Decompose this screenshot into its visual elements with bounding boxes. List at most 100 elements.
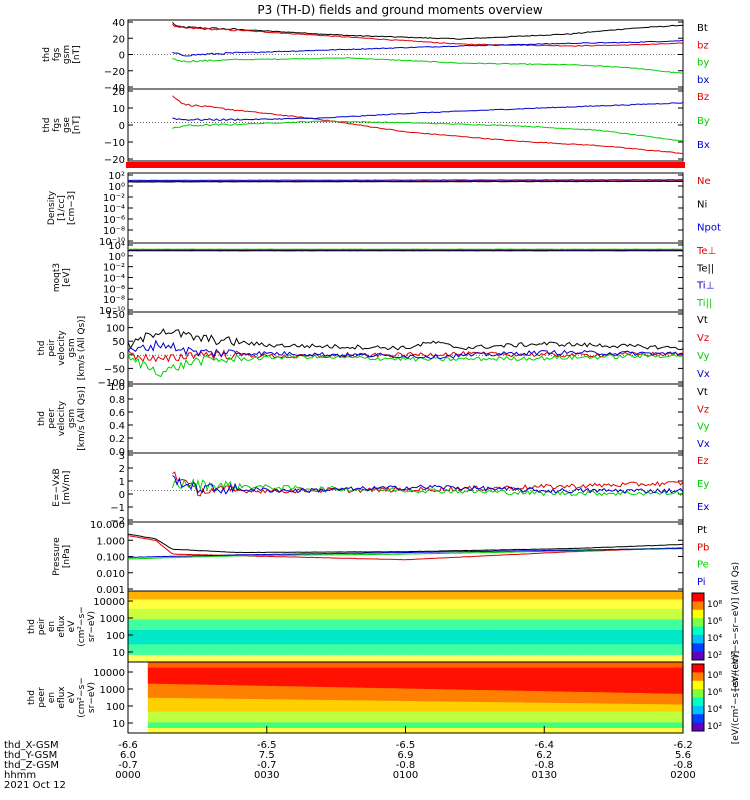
spectrogram-cell — [574, 703, 585, 713]
spectrogram-cell — [673, 722, 684, 729]
spectrogram-cell — [375, 599, 387, 610]
spectrogram-cell — [425, 701, 436, 713]
spectrogram-cell — [207, 599, 218, 610]
spectrogram-cell — [514, 662, 525, 669]
spectrogram-cell — [395, 722, 407, 729]
spectrogram-cell — [266, 591, 278, 600]
spectrogram-cell — [296, 686, 307, 701]
spectrogram-cell — [643, 630, 654, 645]
spectrogram-cell — [653, 619, 664, 634]
spectrogram-cell — [465, 644, 476, 656]
spectrogram-cell — [653, 722, 664, 729]
spectrogram-cell — [316, 619, 327, 635]
spectrogram-cell — [326, 599, 337, 610]
spectrogram-cell — [187, 684, 198, 699]
spectrogram-cell — [415, 701, 426, 713]
x-tick-ygsm: 6.9 — [398, 750, 414, 761]
spectrogram-cell — [336, 687, 347, 701]
spectrogram-cell — [474, 608, 486, 620]
colorbar-tick-label: 10⁸ — [707, 600, 722, 610]
orbit-row-label: thd_Z-GSM — [4, 760, 59, 771]
series-line-Vx — [127, 339, 684, 360]
y-tick-label: 0.001 — [96, 585, 125, 596]
spectrogram-cell — [474, 722, 486, 729]
spectrogram-cell — [524, 722, 535, 729]
colorbar-segment — [692, 626, 704, 636]
series-line-Ey — [171, 478, 684, 497]
spectrogram-cell — [266, 699, 278, 713]
legend-entry: Pe — [697, 560, 709, 571]
spectrogram-cell — [663, 619, 674, 637]
spectrogram-cell — [355, 728, 367, 734]
spectrogram-cell — [316, 662, 327, 669]
y-tick-label: −20 — [104, 67, 125, 78]
spectrogram-cell — [534, 599, 545, 610]
legend-entry: Vy — [697, 351, 710, 362]
spectrogram-cell — [167, 684, 179, 699]
y-tick-label: 3 — [119, 451, 125, 462]
spectrogram-cell — [663, 711, 674, 723]
spectrogram-cell — [375, 728, 387, 734]
spectrogram-cell — [484, 644, 496, 656]
spectrogram-cell — [633, 608, 644, 620]
spectrogram-cell — [564, 608, 575, 620]
legend-entry: Vx — [697, 439, 710, 450]
spectrogram-cell — [534, 702, 545, 713]
spectrogram-cell — [326, 608, 337, 620]
spectrogram-cell — [524, 654, 535, 663]
spectrogram-cell — [256, 599, 268, 610]
spectrogram-cell — [217, 711, 228, 723]
spectrogram-cell — [633, 693, 644, 705]
spectrogram-cell — [643, 728, 654, 734]
spectrogram-cell — [405, 722, 416, 729]
y-axis-label-line: eV — [67, 691, 77, 704]
spectrogram-cell — [663, 722, 674, 729]
spectrogram-cell — [385, 654, 397, 663]
spectrogram-cell — [435, 654, 446, 663]
spectrogram-cell — [445, 644, 456, 656]
spectrogram-cell — [197, 599, 208, 610]
spectrogram-cell — [583, 644, 595, 656]
spectrogram-cell — [306, 699, 317, 713]
legend-entry: Vz — [697, 404, 709, 415]
spectrogram-cell — [167, 654, 179, 663]
y-tick-label: 10.000 — [90, 520, 125, 531]
spectrogram-cell — [306, 619, 317, 631]
spectrogram-cell — [157, 662, 169, 669]
spectrogram-cell — [395, 591, 407, 600]
spectrogram-cell — [564, 630, 575, 645]
spectrogram-cell — [534, 608, 545, 620]
spectrogram-cell — [663, 644, 674, 656]
y-axis-label-line: peir — [47, 339, 57, 357]
x-tick-ygsm: 5.6 — [675, 750, 691, 761]
spectrogram-cell — [583, 619, 595, 632]
spectrogram-cell — [534, 662, 545, 669]
spectrogram-cell — [365, 644, 377, 656]
spectrogram-cell — [653, 608, 664, 620]
spectrogram-cell — [415, 728, 426, 734]
spectrogram-cell — [217, 728, 228, 734]
spectrogram-cell — [583, 703, 595, 713]
spectrogram-cell — [633, 728, 644, 734]
spectrogram-cell — [276, 722, 288, 729]
spectrogram-cell — [524, 591, 535, 600]
spectrogram-cell — [207, 644, 218, 656]
spectrogram-cell — [326, 687, 337, 701]
spectrogram-cell — [425, 608, 436, 620]
spectrogram-cell — [653, 654, 664, 663]
spectrogram-cell — [425, 728, 436, 734]
spectrogram-cell — [286, 728, 298, 734]
spectrogram-cell — [286, 662, 298, 669]
spectrogram-cell — [217, 698, 228, 713]
y-tick-label: 0 — [119, 490, 125, 501]
spectrogram-cell — [583, 722, 595, 729]
y-tick-label: −100 — [98, 378, 125, 389]
spectrogram-cell — [276, 630, 288, 645]
spectrogram-cell — [603, 692, 615, 705]
spectrogram-cell — [405, 591, 416, 600]
spectrogram-cell — [286, 686, 298, 700]
spectrogram-cell — [465, 599, 476, 610]
spectrogram-cell — [494, 654, 506, 663]
y-axis-label-line: fgs — [52, 118, 62, 132]
spectrogram-cell — [177, 722, 189, 729]
